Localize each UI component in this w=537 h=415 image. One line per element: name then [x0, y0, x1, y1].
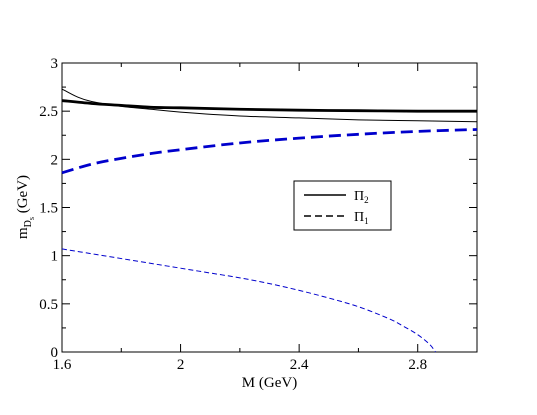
- x-tick-label: 1.6: [53, 357, 72, 373]
- legend-label-pi1: Π1: [354, 210, 369, 226]
- y-label-subsub: s: [27, 217, 36, 220]
- y-label-unit: (GeV): [15, 175, 31, 213]
- y-tick-label: 1.5: [39, 201, 58, 217]
- series-dashed-thick: [61, 128, 478, 175]
- legend-box: [293, 180, 392, 231]
- series-lines: [61, 88, 478, 353]
- x-tick-label: 2.4: [290, 357, 309, 373]
- x-axis-label: M (GeV): [242, 375, 297, 391]
- y-tick-label: 2.5: [39, 104, 58, 120]
- series-dashed-thin: [61, 248, 436, 353]
- x-tick-label: 2.8: [408, 357, 427, 373]
- y-label-sub: D: [23, 220, 34, 227]
- y-tick-label: 2: [51, 152, 59, 168]
- y-tick-label: 0: [51, 345, 59, 361]
- y-tick-label: 0.5: [39, 297, 58, 313]
- y-label-main: m: [15, 227, 31, 239]
- x-tick-label: 2: [177, 357, 185, 373]
- series-solid-thin: [61, 88, 478, 123]
- axis-ticks: 1.6 2 2.4 2.8 0 0.5 1 1.5 2 2.5 3: [39, 56, 477, 373]
- y-axis-label: mDs (GeV): [15, 175, 36, 239]
- y-tick-label: 3: [51, 56, 59, 72]
- legend: Π2 Π1: [293, 180, 392, 231]
- y-tick-label: 1: [51, 249, 59, 265]
- legend-label-pi2: Π2: [354, 189, 369, 205]
